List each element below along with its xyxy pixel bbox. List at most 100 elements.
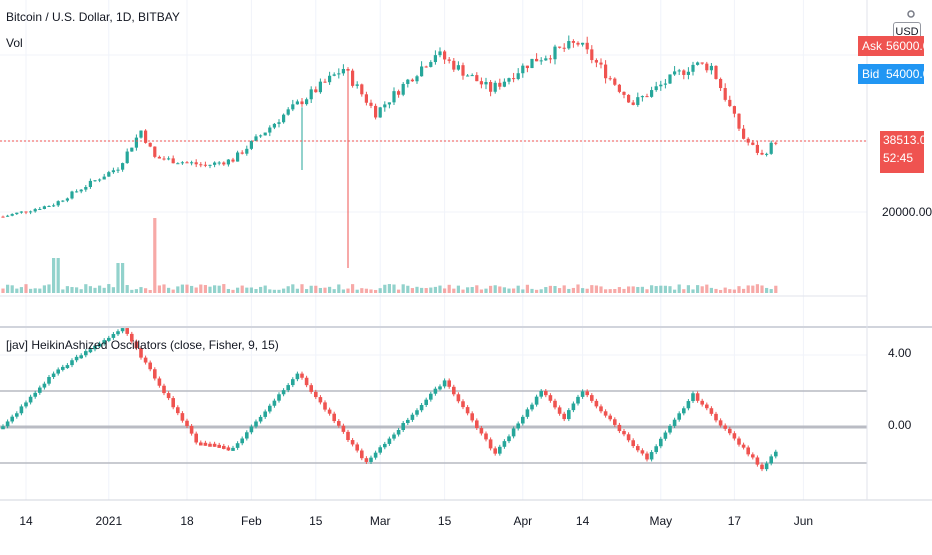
oscillator-candle <box>286 385 290 391</box>
oscillator-candle <box>774 451 778 457</box>
price-candle <box>728 99 732 107</box>
price-candle <box>153 146 157 157</box>
price-candle <box>608 78 612 80</box>
volume-bar <box>493 285 497 293</box>
oscillator-candle <box>649 452 654 460</box>
volume-bar <box>387 284 391 293</box>
price-candle <box>245 148 249 154</box>
volume-bar <box>535 289 539 293</box>
volume-bar <box>300 284 304 293</box>
oscillator-candle <box>682 408 686 414</box>
volume-bar <box>98 285 102 293</box>
volume-bar <box>291 284 295 293</box>
volume-bar <box>180 284 184 293</box>
volume-bar <box>121 263 125 293</box>
volume-bar <box>213 285 217 293</box>
oscillator-candle <box>553 400 557 408</box>
price-candle <box>130 147 134 152</box>
volume-bar <box>608 289 612 293</box>
volume-bar <box>401 284 405 293</box>
price-candle <box>378 107 382 118</box>
volume-bar <box>360 288 364 293</box>
price-candle <box>558 46 562 48</box>
volume-bar <box>562 285 566 293</box>
oscillator-candle <box>764 463 769 470</box>
oscillator-candle <box>410 414 415 420</box>
price-candle <box>254 136 258 141</box>
price-candle <box>1 216 5 218</box>
oscillator-candle <box>599 406 603 412</box>
oscillator-candle <box>383 443 387 448</box>
price-candle <box>654 86 658 91</box>
oscillator-candle <box>737 438 741 445</box>
volume-bar <box>525 284 529 293</box>
indicator-legend: [jav] HeikinAshized Oscillators (close, … <box>6 338 279 352</box>
price-candle <box>719 78 723 89</box>
oscillator-candle <box>631 440 635 447</box>
price-candle <box>199 164 203 166</box>
price-candle <box>240 152 244 154</box>
oscillator-candle <box>590 395 594 401</box>
oscillator-candle <box>429 393 433 400</box>
volume-bar <box>217 285 221 293</box>
volume-bar <box>696 285 700 293</box>
volume-bar <box>544 287 548 293</box>
oscillator-candle <box>84 351 88 356</box>
oscillator-candle <box>318 397 323 403</box>
oscillator-candle <box>93 345 97 350</box>
oscillator-candle <box>291 379 295 386</box>
oscillator-candle <box>475 420 479 429</box>
volume-bar <box>84 284 88 293</box>
volume-bar <box>677 284 681 293</box>
oscillator-candle <box>74 356 79 361</box>
price-candle <box>668 74 672 84</box>
volume-bar <box>429 287 433 293</box>
volume-bar <box>1 288 5 293</box>
volume-bar <box>447 284 451 293</box>
volume-bar <box>19 287 23 293</box>
volume-bar <box>236 287 240 293</box>
price-candle <box>259 135 263 137</box>
oscillator-candle <box>447 380 451 387</box>
oscillator-candle <box>185 420 189 427</box>
volume-bar <box>654 286 658 293</box>
price-candle <box>291 104 295 110</box>
oscillator-candle <box>433 388 438 394</box>
volume-bar <box>309 285 313 293</box>
price-candle <box>300 101 304 105</box>
oscillator-candle <box>728 428 732 434</box>
time-axis-label: 14 <box>575 514 590 528</box>
oscillator-candle <box>645 453 649 460</box>
oscillator-candle <box>709 408 714 414</box>
price-candle <box>277 122 281 124</box>
volume-bar <box>157 285 161 293</box>
price-candle <box>410 79 414 82</box>
volume-bar <box>746 285 750 293</box>
volume-bar <box>185 284 189 293</box>
oscillator-candle <box>751 454 755 458</box>
price-candle <box>640 96 644 98</box>
volume-bar <box>378 288 382 293</box>
oscillator-candle <box>419 405 424 411</box>
oscillator-candle <box>548 395 553 401</box>
price-candle <box>420 66 424 77</box>
price-candle <box>392 91 396 103</box>
price-candle <box>180 162 184 164</box>
oscillator-candle <box>539 391 543 397</box>
oscillator-candle <box>714 413 718 421</box>
oscillator-candle <box>613 419 617 425</box>
volume-bar <box>636 286 640 293</box>
oscillator-candle <box>24 402 28 407</box>
oscillator-candle <box>1 426 5 430</box>
volume-bar <box>295 288 299 293</box>
volume-bar <box>516 285 520 293</box>
price-candle <box>52 205 56 207</box>
volume-bar <box>208 286 212 293</box>
price-candle <box>176 163 180 165</box>
oscillator-candle <box>180 413 185 421</box>
oscillator-candle <box>691 393 695 402</box>
gear-icon[interactable] <box>905 8 917 20</box>
price-candle <box>61 200 65 202</box>
